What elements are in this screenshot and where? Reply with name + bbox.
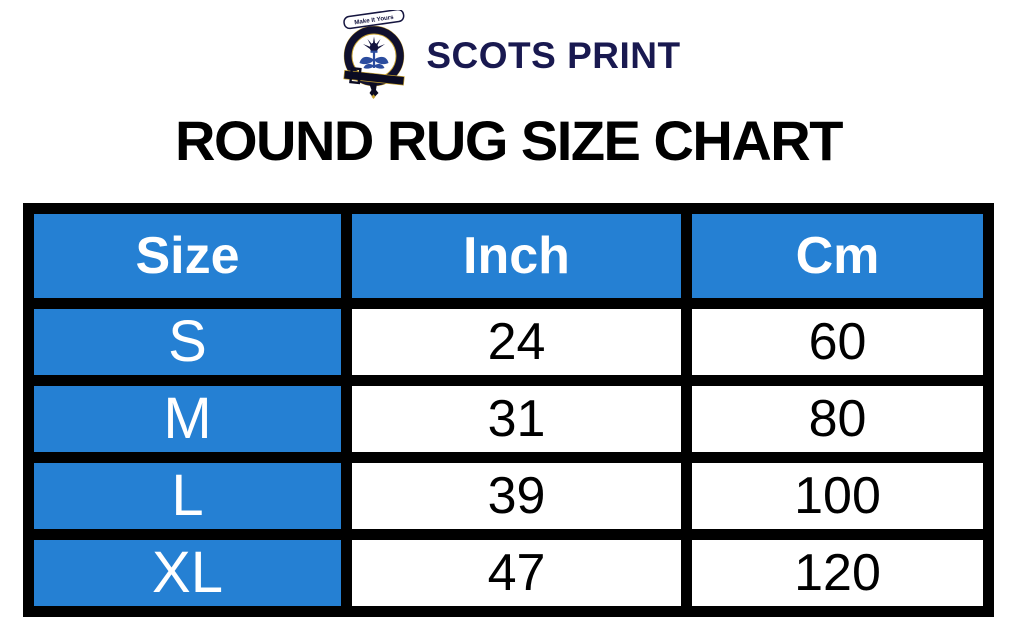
page-title: ROUND RUG SIZE CHART [175, 109, 843, 172]
thistle-icon [359, 36, 389, 69]
column-header-cm: Cm [681, 203, 994, 309]
table-header-row: Size Inch Cm [23, 203, 994, 309]
cm-cell-m: 80 [681, 375, 994, 463]
brand-header: Make It Yours SCOTS PRINT [0, 0, 1017, 101]
size-cell-m: M [23, 375, 352, 463]
cm-cell-xl: 120 [681, 529, 994, 617]
size-cell-l: L [23, 452, 352, 540]
belt-buckle-icon [343, 66, 406, 86]
cm-cell-s: 60 [681, 298, 994, 386]
size-cell-s: S [23, 298, 352, 386]
table-row: M 31 80 [23, 375, 994, 463]
inch-cell-s: 24 [341, 298, 692, 386]
column-header-size: Size [23, 203, 352, 309]
size-cell-xl: XL [23, 529, 352, 617]
table-row: S 24 60 [23, 298, 994, 386]
table-row: L 39 100 [23, 452, 994, 540]
inch-cell-l: 39 [341, 452, 692, 540]
size-chart-table: Size Inch Cm S 24 60 M 31 80 L 39 100 [23, 203, 994, 617]
column-header-inch: Inch [341, 203, 692, 309]
thistle-crest-logo-icon: Make It Yours [336, 10, 412, 100]
inch-cell-m: 31 [341, 375, 692, 463]
table-row: XL 47 120 [23, 529, 994, 617]
inch-cell-xl: 47 [341, 529, 692, 617]
cm-cell-l: 100 [681, 452, 994, 540]
banner-ribbon: Make It Yours [343, 10, 405, 30]
brand-wordmark: SCOTS PRINT [426, 34, 681, 76]
